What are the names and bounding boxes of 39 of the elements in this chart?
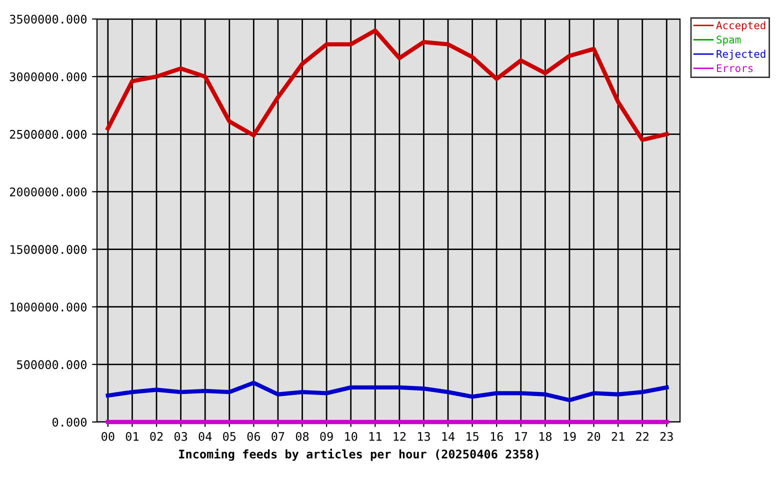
x-tick-label: 06 (247, 432, 260, 441)
x-tick-label: 00 (102, 432, 114, 441)
x-tick-label: 08 (296, 432, 309, 441)
x-tick-label: 16 (490, 432, 503, 441)
y-tick-label: 1000000.000 (10, 302, 87, 312)
x-tick-label: 05 (223, 432, 236, 441)
x-tick-label: 15 (466, 432, 478, 441)
legend-label: Rejected (716, 50, 766, 60)
x-tick-label: 12 (394, 432, 406, 441)
x-tick-label: 07 (272, 432, 284, 441)
y-tick-label: 2500000.000 (10, 130, 87, 139)
y-tick-label: 500000.000 (17, 360, 87, 370)
y-tick-label: 3000000.000 (10, 72, 87, 82)
y-tick-label: 0.000 (52, 418, 87, 427)
y-tick-label: 3500000.000 (10, 14, 87, 24)
x-tick-label: 10 (345, 432, 358, 441)
x-tick-label: 01 (126, 432, 139, 441)
legend-label: Spam (716, 36, 741, 46)
legend-label: Accepted (716, 21, 766, 32)
x-tick-label: 20 (588, 432, 600, 441)
x-tick-label: 21 (612, 432, 624, 441)
x-tick-label: 03 (174, 432, 188, 441)
x-tick-label: 09 (320, 432, 333, 441)
line-series (106, 380, 669, 402)
x-tick-label: 19 (564, 432, 576, 441)
x-tick-label: 14 (442, 432, 455, 441)
x-tick-label: 18 (539, 432, 552, 441)
x-axis-title: Incoming feeds by articles per hour (20250406 2358) (179, 448, 538, 461)
y-tick-label: 1500000.000 (10, 245, 87, 254)
x-tick-label: 22 (636, 432, 648, 441)
x-tick-label: 17 (515, 432, 528, 441)
x-tick-label: 13 (418, 432, 430, 441)
x-tick-label: 23 (660, 432, 673, 441)
line-series (106, 28, 669, 142)
legend-label: Errors (717, 64, 753, 72)
x-tick-label: 04 (198, 432, 212, 441)
x-tick-label: 02 (150, 432, 163, 441)
y-tick-label: 2000000.000 (10, 187, 87, 196)
x-tick-label: 11 (369, 432, 382, 441)
